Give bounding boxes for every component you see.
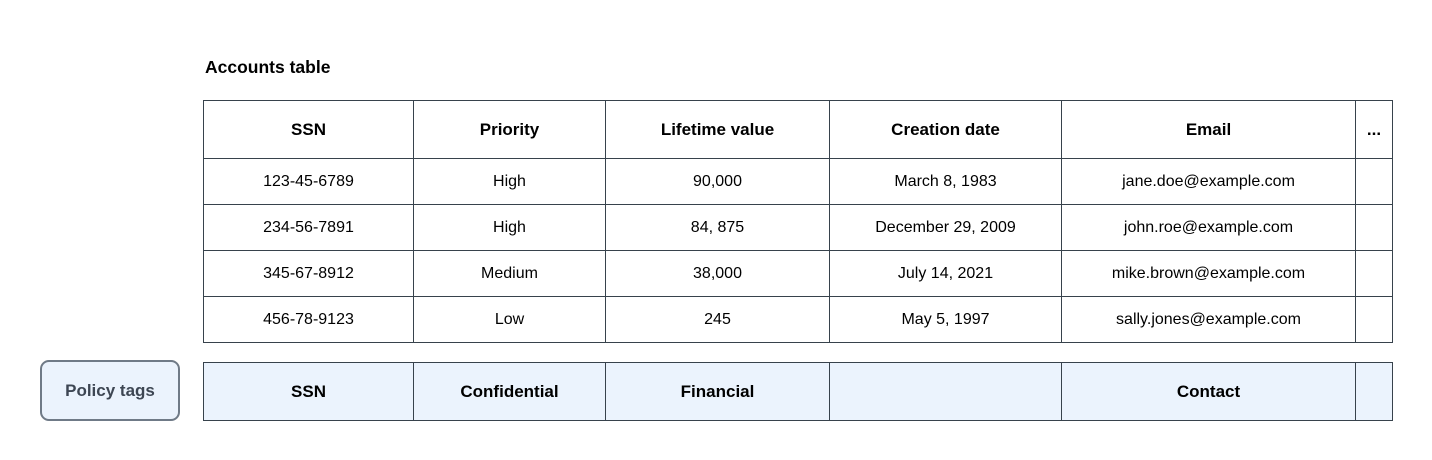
table-row: 456-78-9123 Low 245 May 5, 1997 sally.jo…: [203, 296, 1393, 343]
table-row: 234-56-7891 High 84, 875 December 29, 20…: [203, 204, 1393, 251]
policy-tags-badge: Policy tags: [40, 360, 180, 421]
policy-tags-badge-label: Policy tags: [65, 380, 155, 400]
cell-more: [1355, 204, 1393, 251]
cell-creation-date: December 29, 2009: [829, 204, 1062, 251]
column-header-creation-date: Creation date: [829, 100, 1062, 159]
table-row: 345-67-8912 Medium 38,000 July 14, 2021 …: [203, 250, 1393, 297]
policy-tags-cells: SSN Confidential Financial Contact: [203, 362, 1393, 421]
page-title: Accounts table: [205, 57, 331, 77]
policy-tag-financial: Financial: [605, 362, 830, 421]
cell-creation-date: July 14, 2021: [829, 250, 1062, 297]
cell-ssn: 123-45-6789: [203, 158, 414, 205]
cell-email: jane.doe@example.com: [1061, 158, 1356, 205]
accounts-table: SSN Priority Lifetime value Creation dat…: [203, 100, 1393, 343]
accounts-table-header-row: SSN Priority Lifetime value Creation dat…: [203, 100, 1393, 159]
cell-lifetime-value: 90,000: [605, 158, 830, 205]
cell-email: john.roe@example.com: [1061, 204, 1356, 251]
cell-creation-date: May 5, 1997: [829, 296, 1062, 343]
cell-priority: Medium: [413, 250, 606, 297]
cell-ssn: 234-56-7891: [203, 204, 414, 251]
policy-tag-ssn: SSN: [203, 362, 414, 421]
column-header-priority: Priority: [413, 100, 606, 159]
table-row: 123-45-6789 High 90,000 March 8, 1983 ja…: [203, 158, 1393, 205]
column-header-more-columns-ellipsis: ...: [1355, 100, 1393, 159]
cell-more: [1355, 250, 1393, 297]
cell-creation-date: March 8, 1983: [829, 158, 1062, 205]
cell-more: [1355, 296, 1393, 343]
policy-tags-row: SSN Confidential Financial Contact: [203, 362, 1393, 421]
cell-more: [1355, 158, 1393, 205]
cell-lifetime-value: 38,000: [605, 250, 830, 297]
policy-tag-empty: [829, 362, 1062, 421]
cell-lifetime-value: 245: [605, 296, 830, 343]
cell-ssn: 345-67-8912: [203, 250, 414, 297]
column-header-ssn: SSN: [203, 100, 414, 159]
column-header-email: Email: [1061, 100, 1356, 159]
column-header-lifetime-value: Lifetime value: [605, 100, 830, 159]
cell-lifetime-value: 84, 875: [605, 204, 830, 251]
cell-priority: High: [413, 204, 606, 251]
cell-email: sally.jones@example.com: [1061, 296, 1356, 343]
cell-priority: High: [413, 158, 606, 205]
policy-tag-confidential: Confidential: [413, 362, 606, 421]
cell-ssn: 456-78-9123: [203, 296, 414, 343]
cell-email: mike.brown@example.com: [1061, 250, 1356, 297]
cell-priority: Low: [413, 296, 606, 343]
policy-tag-empty-narrow: [1355, 362, 1393, 421]
policy-tag-contact: Contact: [1061, 362, 1356, 421]
